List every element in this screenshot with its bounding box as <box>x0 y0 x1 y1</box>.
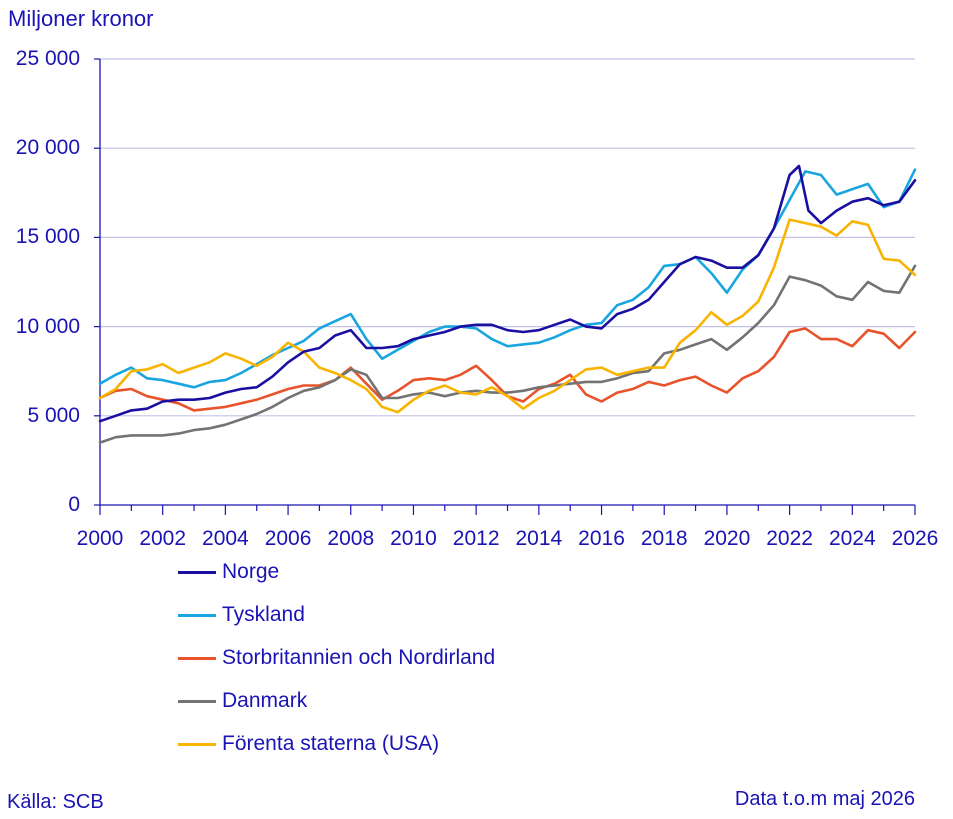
y-tick-label: 10 000 <box>15 314 80 338</box>
x-tick-label: 2008 <box>327 527 375 550</box>
x-tick-label: 2018 <box>640 527 688 550</box>
data-note: Data t.o.m maj 2026 <box>734 788 915 810</box>
legend-swatch <box>178 614 216 617</box>
series-line-3 <box>98 264 917 444</box>
y-tick-label: 5 000 <box>27 403 80 427</box>
x-tick-label: 2024 <box>828 527 876 550</box>
series-line-4 <box>98 218 917 414</box>
series-line-1 <box>98 168 917 389</box>
legend-label: Danmark <box>222 689 308 712</box>
series-lines <box>98 164 917 444</box>
x-tick-label: 2002 <box>139 527 187 550</box>
series-line-0 <box>98 164 917 423</box>
x-tick-label: 2022 <box>766 527 813 550</box>
x-tick-label: 2000 <box>76 527 124 550</box>
y-tick-label: 20 000 <box>15 136 80 160</box>
legend-swatch <box>178 700 216 703</box>
legend-swatch <box>178 571 216 574</box>
series-line-2 <box>98 327 917 412</box>
x-tick-label: 2004 <box>202 527 249 550</box>
source-note: Källa: SCB <box>7 791 104 813</box>
legend-swatch <box>178 743 216 746</box>
x-tick-label: 2020 <box>703 527 751 550</box>
x-tick-label: 2010 <box>390 527 437 550</box>
x-tick-label: 2026 <box>891 527 939 550</box>
y-tick-label: 25 000 <box>15 47 80 70</box>
gridlines <box>100 58 915 417</box>
axes <box>94 58 916 515</box>
x-tick-label: 2016 <box>578 527 625 550</box>
x-tick-label: 2012 <box>452 527 500 550</box>
y-tick-label: 0 <box>68 493 80 516</box>
y-axis-title: Miljoner kronor <box>8 6 154 31</box>
legend-label: Norge <box>222 560 280 583</box>
legend-swatch <box>178 657 216 660</box>
x-tick-label: 2006 <box>264 527 312 550</box>
y-tick-label: 15 000 <box>15 225 80 249</box>
legend-label: Storbritannien och Nordirland <box>222 646 496 669</box>
legend-label: Tyskland <box>222 603 305 626</box>
legend-label: Förenta staterna (USA) <box>222 732 440 755</box>
x-tick-label: 2014 <box>515 527 563 550</box>
